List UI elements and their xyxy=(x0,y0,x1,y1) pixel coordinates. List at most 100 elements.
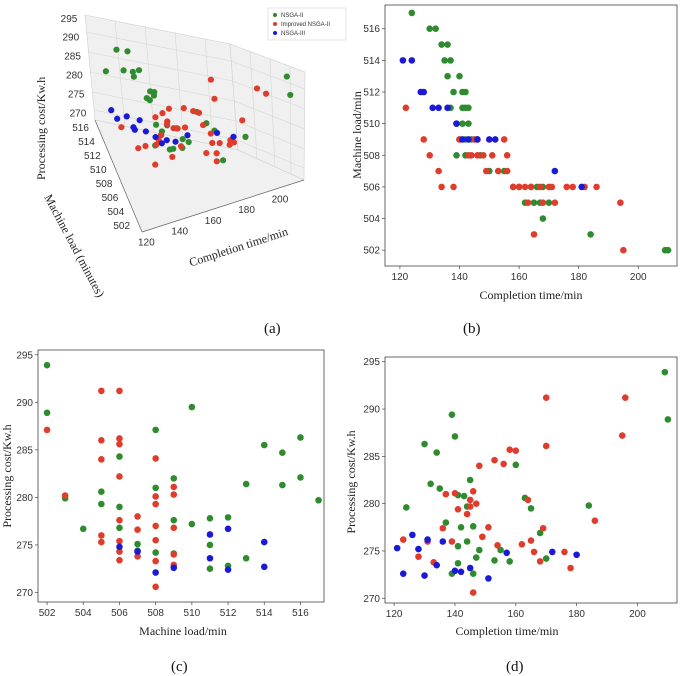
panel-a-y-tick-label: 506 xyxy=(102,193,119,204)
panel-d-x-tick-label: 180 xyxy=(568,609,585,620)
panel-a-3d-scatter: 120 140 160 180 200 502 504 506 508 510 512 514 516 2… xyxy=(34,7,347,337)
panel-d-y-tick-label: 290 xyxy=(363,405,380,416)
panel-a-point-improved-nsga2 xyxy=(180,105,187,112)
panel-d-point-nsga3 xyxy=(399,570,407,577)
panel-b-point-nsga3 xyxy=(408,57,416,64)
panel-b-point-nsga3 xyxy=(435,104,442,112)
panel-a-point-improved-nsga2 xyxy=(239,117,246,124)
panel-b-point-nsga3 xyxy=(465,136,472,143)
panel-a-point-nsga2 xyxy=(113,46,120,53)
panel-a-x-tick-label: 160 xyxy=(205,216,222,227)
panel-d-point-improved-nsga2 xyxy=(466,503,474,510)
panel-c-y-tick-label: 270 xyxy=(16,588,33,599)
panel-a-point-improved-nsga2 xyxy=(118,124,125,131)
panel-a-point-nsga2 xyxy=(102,68,109,75)
panel-c-point-nsga2 xyxy=(242,480,250,488)
panel-d-y-tick-label: 285 xyxy=(363,452,380,463)
legend-marker-nsga2 xyxy=(273,13,277,17)
panel-b-x-tick-label: 180 xyxy=(570,272,587,283)
panel-b-point-nsga2 xyxy=(441,57,448,64)
panel-c-point-nsga3 xyxy=(206,554,214,562)
panel-d-point-nsga3 xyxy=(503,549,510,557)
panel-d-point-nsga2 xyxy=(451,433,459,440)
panel-d-point-nsga3 xyxy=(409,531,416,539)
panel-a-x-tick-label: 120 xyxy=(138,237,155,248)
legend-label-nsga2: NSGA-II xyxy=(281,13,304,19)
panel-a-point-nsga3 xyxy=(158,140,165,147)
panel-d-point-nsga3 xyxy=(485,575,492,582)
panel-c-x-tick-label: 508 xyxy=(147,608,164,619)
panel-c-point-nsga3 xyxy=(116,543,123,551)
panel-a-z-tick-label: 270 xyxy=(70,108,87,119)
panel-c-x-tick-label: 506 xyxy=(111,608,128,619)
panel-b-y-tick-label: 514 xyxy=(363,56,380,67)
panel-c-point-nsga3 xyxy=(260,538,268,546)
panel-a-z-tick-label: 290 xyxy=(62,33,79,44)
legend-marker-improved-nsga2 xyxy=(273,22,277,26)
panel-b-point-nsga3 xyxy=(399,57,407,64)
panel-a-point-nsga3 xyxy=(136,117,143,124)
panel-b-point-improved-nsga2 xyxy=(515,183,523,191)
panel-b-point-improved-nsga2 xyxy=(435,167,442,175)
legend-box xyxy=(267,7,347,41)
panel-d-point-nsga2 xyxy=(466,476,474,484)
panel-a-tick-labels: 120 140 160 180 200 502 504 506 508 510 512 514 516 2… xyxy=(61,14,289,249)
panel-b-point-improved-nsga2 xyxy=(509,183,517,191)
panel-b-point-nsga2 xyxy=(432,25,439,33)
panel-a-point-nsga2 xyxy=(219,157,227,164)
panel-d-point-improved-nsga2 xyxy=(472,500,480,507)
panel-d-point-nsga2 xyxy=(585,502,593,509)
panel-c-point-improved-nsga2 xyxy=(152,583,159,591)
panel-a-z-tick-label: 275 xyxy=(68,90,85,101)
panel-d-point-improved-nsga2 xyxy=(518,541,526,548)
panel-d-point-improved-nsga2 xyxy=(567,564,574,572)
panel-c-point-improved-nsga2 xyxy=(170,551,178,558)
panel-b-point-nsga3 xyxy=(444,104,451,112)
panel-a-z-tick-label: 280 xyxy=(66,71,83,82)
panel-c-point-nsga2 xyxy=(297,434,304,441)
panel-d-y-tick-label: 270 xyxy=(363,594,380,605)
panel-d-scatter: 120 140 160 180 200 270 275 280 285 290 295 Comple… xyxy=(344,356,678,675)
panel-b-point-nsga2 xyxy=(450,88,457,96)
panel-c-y-tick-label: 290 xyxy=(16,398,33,409)
panel-a-x-tick-label: 180 xyxy=(238,205,255,216)
panel-a-point-nsga3 xyxy=(230,133,237,140)
panel-c-point-nsga2 xyxy=(224,514,232,521)
panel-d-point-nsga2 xyxy=(472,554,480,561)
panel-b-point-nsga2 xyxy=(426,25,433,33)
panel-a-z-tick-label: 295 xyxy=(61,14,78,25)
panel-c-point-improved-nsga2 xyxy=(98,456,105,463)
panel-c-point-improved-nsga2 xyxy=(116,387,123,395)
panel-b-x-axis-label: Completion time/min xyxy=(480,288,583,302)
panel-c-point-nsga2 xyxy=(98,500,105,508)
panel-c-point-improved-nsga2 xyxy=(98,387,105,395)
panel-c-point-nsga2 xyxy=(188,403,196,411)
panel-d-point-nsga3 xyxy=(393,544,401,552)
panel-c-data-points xyxy=(43,361,322,591)
panel-b-point-improved-nsga2 xyxy=(468,151,475,159)
panel-d-point-nsga3 xyxy=(415,545,422,553)
panel-b-point-improved-nsga2 xyxy=(500,136,508,143)
panel-a-point-improved-nsga2 xyxy=(211,95,218,102)
panel-b-point-nsga3 xyxy=(485,136,493,143)
panel-a-point-improved-nsga2 xyxy=(152,114,159,121)
panel-c-point-nsga2 xyxy=(152,549,159,556)
panel-d-point-improved-nsga2 xyxy=(439,524,447,532)
panel-d-point-improved-nsga2 xyxy=(469,589,477,596)
panel-b-point-improved-nsga2 xyxy=(593,183,600,191)
panel-d-point-nsga2 xyxy=(460,492,468,500)
panel-a-point-improved-nsga2 xyxy=(181,124,189,131)
panel-a-point-improved-nsga2 xyxy=(262,90,270,97)
panel-d-point-nsga2 xyxy=(463,538,471,545)
panel-b-point-nsga3 xyxy=(429,104,436,112)
panel-c-point-nsga2 xyxy=(170,516,178,524)
panel-b-caption: (b) xyxy=(463,321,481,337)
panel-b-point-improved-nsga2 xyxy=(426,151,433,159)
panel-b-x-tick-label: 160 xyxy=(511,272,528,283)
panel-a-point-improved-nsga2 xyxy=(190,108,197,115)
panel-d-point-improved-nsga2 xyxy=(451,489,459,497)
panel-b-point-improved-nsga2 xyxy=(420,136,428,143)
panel-d-point-nsga3 xyxy=(424,536,431,543)
panel-b-point-nsga2 xyxy=(530,199,538,207)
